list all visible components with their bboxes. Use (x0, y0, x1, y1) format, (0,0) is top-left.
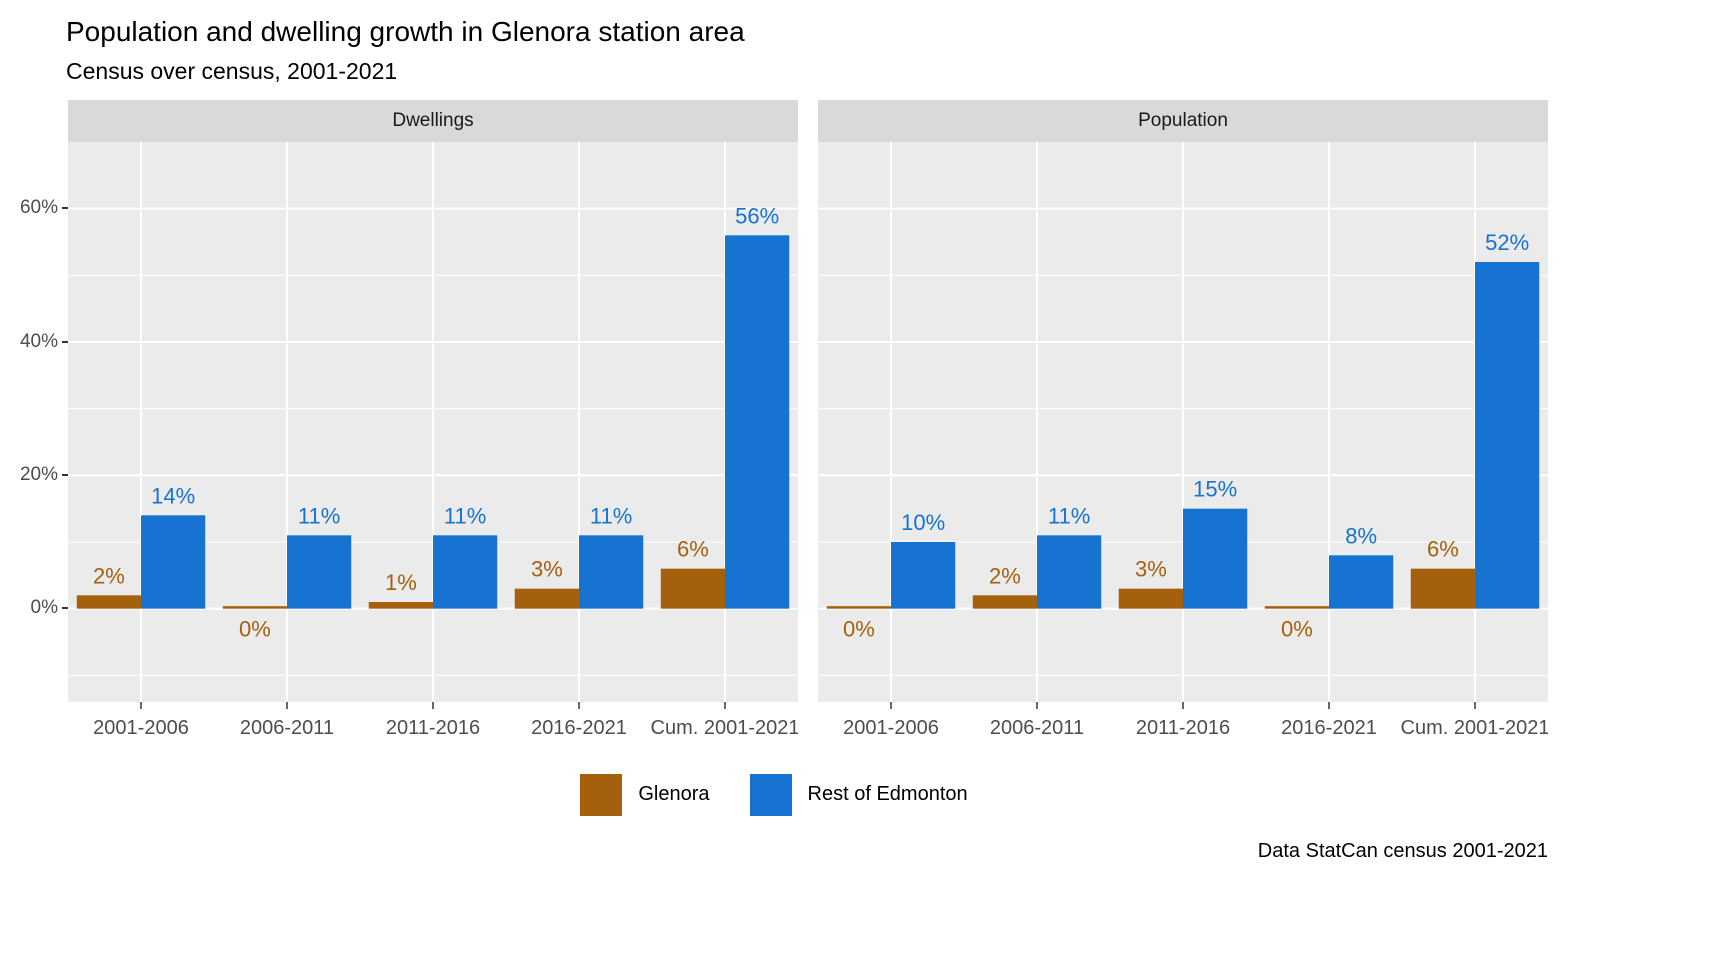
x-axis-tick-label: 2011-2016 (386, 717, 480, 739)
bar-value-label: 6% (677, 536, 709, 561)
bar-glenora (76, 595, 141, 609)
x-axis-tick-label: 2016-2021 (1281, 717, 1377, 739)
bar-value-label: 0% (1281, 616, 1313, 641)
bar-rest-of-edmonton (433, 535, 498, 609)
chart-title: Population and dwelling growth in Glenor… (66, 16, 745, 47)
bar-rest-of-edmonton (1329, 555, 1394, 609)
legend-label: Glenora (638, 783, 710, 806)
legend: Glenora Rest of Edmonton (0, 773, 1548, 816)
y-axis-tick-label: 0% (30, 597, 58, 619)
facet-plot-panel: 2% 14% 2001-2006 0% 11% 2006-2011 1% 11% 2011-20… (68, 141, 798, 739)
y-axis-tick-label: 40% (19, 330, 58, 352)
bar-value-label: 10% (901, 510, 945, 535)
bar-glenora (222, 605, 287, 609)
y-axis: 0% 20% 40% 60% (20, 100, 68, 748)
bar-value-label: 11% (298, 503, 340, 528)
legend-item-rest-of-edmonton: Rest of Edmonton (749, 773, 968, 816)
bar-value-label: 6% (1427, 536, 1459, 561)
facet-dwellings: Dwellings 2% 14% 2001-2006 0% 11% 2006-2011 1% 1… (68, 99, 798, 748)
bar-glenora (1118, 588, 1183, 609)
legend-swatch-rest-of-edmonton (749, 773, 792, 816)
facet-container: Dwellings 2% 14% 2001-2006 0% 11% 2006-2011 1% 1… (68, 99, 1548, 748)
y-axis-tick-mark (62, 607, 68, 610)
bar-value-label: 0% (239, 616, 271, 641)
chart-caption: Data StatCan census 2001-2021 (1257, 839, 1548, 862)
bar-rest-of-edmonton (891, 541, 956, 609)
bar-glenora (1410, 568, 1475, 609)
x-axis-tick-label: 2011-2016 (1136, 717, 1230, 739)
x-axis-tick-label: Cum. 2001-2021 (1401, 717, 1548, 739)
chart-area: 0% 20% 40% 60% Dwellings 2% 14% 2001-2006 0% 11%… (20, 99, 1728, 748)
y-axis-tick-mark (62, 340, 68, 343)
y-axis-tick-mark (62, 474, 68, 477)
chart-subtitle: Census over census, 2001-2021 (66, 58, 398, 84)
bar-glenora (826, 605, 891, 609)
bar-value-label: 15% (1193, 476, 1237, 501)
bar-value-label: 14% (151, 483, 195, 508)
x-axis-tick-label: Cum. 2001-2021 (651, 717, 798, 739)
bar-rest-of-edmonton (1475, 261, 1540, 609)
x-axis-tick-label: 2001-2006 (93, 717, 189, 739)
y-axis-tick-mark (62, 207, 68, 210)
x-axis-tick-label: 2006-2011 (240, 717, 334, 739)
bar-glenora (368, 601, 433, 609)
x-axis-tick-label: 2001-2006 (843, 717, 939, 739)
legend-label: Rest of Edmonton (807, 783, 968, 806)
bar-value-label: 3% (531, 556, 563, 581)
bar-value-label: 3% (1135, 556, 1167, 581)
bar-value-label: 2% (989, 563, 1021, 588)
bar-rest-of-edmonton (579, 535, 644, 609)
legend-swatch-glenora (580, 773, 623, 816)
bar-rest-of-edmonton (1037, 535, 1102, 609)
x-axis-tick-label: 2016-2021 (531, 717, 627, 739)
bar-value-label: 8% (1345, 523, 1377, 548)
facet-population: Population 0% 10% 2001-2006 2% 11% 2006-2011 3%… (818, 99, 1548, 748)
bar-value-label: 11% (590, 503, 632, 528)
bar-value-label: 2% (93, 563, 125, 588)
facet-strip-label: Population (818, 99, 1548, 142)
bar-glenora (1264, 605, 1329, 609)
bar-rest-of-edmonton (1183, 508, 1248, 609)
bar-glenora (972, 595, 1037, 609)
legend-item-glenora: Glenora (580, 773, 710, 816)
bar-value-label: 0% (843, 616, 875, 641)
bar-value-label: 56% (735, 203, 779, 228)
x-axis-tick-label: 2006-2011 (990, 717, 1084, 739)
bar-glenora (660, 568, 725, 609)
bar-value-label: 1% (385, 570, 417, 595)
bar-rest-of-edmonton (725, 235, 790, 609)
y-axis-tick-label: 20% (19, 464, 58, 486)
bar-rest-of-edmonton (141, 515, 206, 609)
facet-strip-label: Dwellings (68, 99, 798, 142)
bar-rest-of-edmonton (287, 535, 352, 609)
bar-glenora (514, 588, 579, 609)
y-axis-tick-label: 60% (19, 197, 58, 219)
bar-value-label: 11% (1048, 503, 1090, 528)
bar-value-label: 11% (444, 503, 486, 528)
bar-value-label: 52% (1485, 230, 1529, 255)
facet-plot-panel: 0% 10% 2001-2006 2% 11% 2006-2011 3% 15% 2011-20… (818, 141, 1548, 739)
